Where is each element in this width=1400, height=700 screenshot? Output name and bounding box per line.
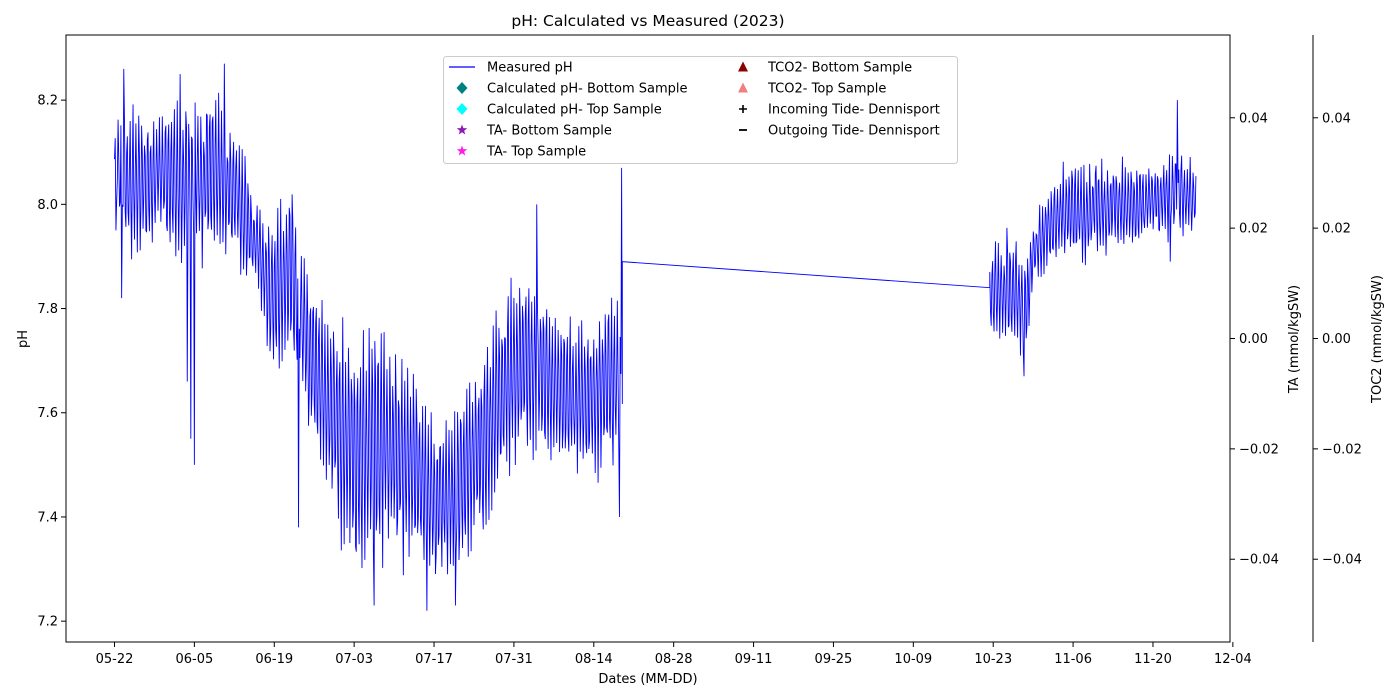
x-tick-label: 11-06 (1054, 652, 1092, 667)
toc2-tick-label: 0.00 (1322, 332, 1351, 347)
legend-marker (456, 103, 468, 115)
legend-entry: TCO2- Bottom Sample (738, 61, 912, 76)
y-tick-label: 7.4 (37, 510, 58, 525)
legend-entry: TA- Bottom Sample (456, 124, 612, 139)
legend-label: Outgoing Tide- Dennisport (768, 124, 940, 139)
legend-label: TA- Bottom Sample (486, 124, 612, 139)
y-tick-label: 7.8 (37, 302, 58, 317)
y-tick-label: 7.2 (37, 615, 58, 630)
legend-entry: Incoming Tide- Dennisport (739, 103, 940, 118)
legend-label: TCO2- Bottom Sample (767, 61, 912, 76)
legend-label: Incoming Tide- Dennisport (768, 103, 940, 118)
x-tick-label: 08-28 (655, 652, 693, 667)
x-tick-label: 09-11 (735, 652, 773, 667)
chart-title: pH: Calculated vs Measured (2023) (511, 12, 784, 30)
ta-tick-label: 0.00 (1239, 332, 1268, 347)
toc2-tick-label: 0.02 (1322, 222, 1351, 237)
measured-ph-line (114, 63, 1197, 611)
legend-label: TA- Top Sample (486, 145, 586, 160)
toc2-tick-label: −0.02 (1322, 442, 1362, 457)
x-tick-label: 07-03 (335, 652, 373, 667)
ta-tick-label: 0.02 (1239, 222, 1268, 237)
legend-entry: TCO2- Top Sample (738, 82, 886, 97)
legend-marker (456, 145, 468, 156)
x-tick-label: 12-04 (1214, 652, 1252, 667)
x-tick-label: 05-22 (96, 652, 134, 667)
x-tick-label: 10-09 (894, 652, 932, 667)
x-axis: 05-22 06-05 06-19 07-03 07-17 07-31 08-14 08-28… (96, 642, 1252, 667)
legend-marker (738, 61, 748, 72)
toc2-axis-label: TOC2 (mmol/kgSW) (1370, 275, 1385, 404)
legend-entry: TA- Top Sample (456, 145, 586, 160)
legend-box (443, 56, 958, 164)
legend-marker (456, 82, 468, 94)
y-tick-label: 8.0 (37, 198, 58, 213)
toc2-tick-label: 0.04 (1322, 111, 1351, 126)
ta-tick-label: −0.02 (1239, 442, 1279, 457)
x-tick-label: 06-19 (255, 652, 293, 667)
legend-label: TCO2- Top Sample (767, 82, 886, 97)
legend-marker (738, 82, 748, 93)
ta-tick-label: 0.04 (1239, 111, 1268, 126)
x-axis-label: Dates (MM-DD) (598, 672, 697, 687)
ta-tick-label: −0.04 (1239, 553, 1279, 568)
ta-axis-label: TA (mmol/kgSW) (1287, 285, 1302, 394)
x-tick-label: 08-14 (575, 652, 613, 667)
legend-entry: Calculated pH- Top Sample (456, 103, 662, 118)
legend-entry: Measured pH (449, 61, 573, 76)
x-tick-label: 07-17 (415, 652, 453, 667)
y-tick-label: 8.2 (37, 94, 58, 109)
y-axis-label: pH (16, 330, 31, 348)
x-tick-label: 11-20 (1134, 652, 1172, 667)
legend-entry: Calculated pH- Bottom Sample (456, 82, 688, 97)
y-tick-label: 7.6 (37, 406, 58, 421)
ta-axis: 0.04 0.02 0.00 −0.02 −0.04 (1229, 35, 1279, 642)
x-tick-label: 09-25 (815, 652, 853, 667)
legend-label: Calculated pH- Bottom Sample (487, 82, 688, 97)
x-tick-label: 06-05 (175, 652, 213, 667)
legend-marker (739, 105, 747, 113)
legend-marker (456, 124, 468, 135)
toc2-axis: 0.04 0.02 0.00 −0.02 −0.04 (1312, 35, 1362, 642)
x-tick-label: 07-31 (495, 652, 533, 667)
y-axis: 7.2 7.4 7.6 7.8 8.0 8.2 (37, 94, 66, 630)
legend: Measured pH Calculated pH- Bottom Sample C… (443, 56, 958, 164)
legend-label: Calculated pH- Top Sample (487, 103, 662, 118)
toc2-tick-label: −0.04 (1322, 553, 1362, 568)
x-tick-label: 10-23 (974, 652, 1012, 667)
legend-label: Measured pH (487, 61, 573, 76)
legend-entry: Outgoing Tide- Dennisport (739, 124, 940, 139)
